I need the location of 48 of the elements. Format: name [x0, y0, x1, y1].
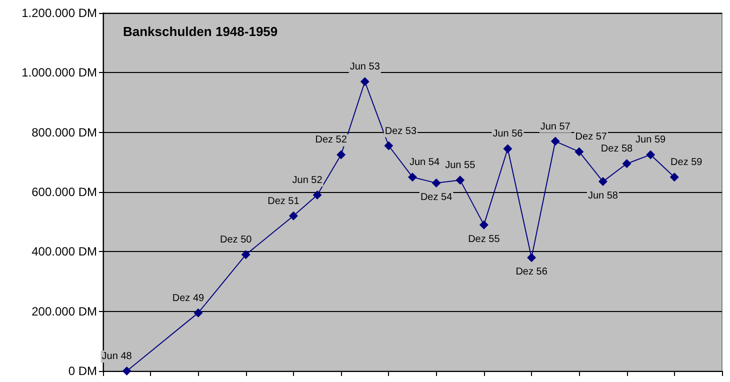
point	[622, 159, 632, 168]
point	[646, 150, 656, 160]
y-tick-label: 800.000 DM	[32, 125, 97, 140]
data-label: Jun 53	[350, 62, 380, 73]
point	[241, 250, 250, 260]
point	[432, 178, 441, 188]
data-label: Dez 57	[575, 132, 608, 143]
data-label: Dez 49	[172, 292, 205, 304]
y-tick-label: 200.000 DM	[32, 304, 97, 318]
y-tick-label: 0 DM	[68, 364, 97, 378]
point	[598, 177, 608, 186]
point	[670, 172, 679, 182]
point	[288, 211, 298, 220]
point	[503, 144, 512, 154]
data-label: Jun 57	[540, 121, 571, 132]
point	[122, 366, 132, 376]
data-label: Dez 50	[220, 234, 252, 246]
y-tick-label: 400.000 DM	[32, 244, 97, 259]
data-label: Dez 53	[384, 126, 417, 137]
data-label: Dez 58	[600, 144, 634, 155]
data-label: Dez 56	[516, 266, 548, 278]
data-label: Dez 59	[670, 157, 703, 168]
data-label: Dez 55	[468, 234, 500, 245]
point	[479, 220, 488, 230]
data-label: Jun 58	[588, 190, 618, 202]
point	[312, 190, 322, 200]
data-label: Dez 52	[315, 134, 348, 146]
point	[456, 176, 465, 185]
point	[550, 136, 560, 146]
point	[194, 308, 203, 318]
data-label: Dez 51	[268, 196, 300, 207]
data-label: Jun 56	[492, 128, 524, 140]
point	[384, 141, 394, 150]
y-tick-label: 1.000.000 DM	[22, 66, 97, 80]
data-label: Jun 54	[409, 157, 440, 168]
data-label: Jun 59	[636, 134, 666, 146]
y-tick-label: 1.200.000 DM	[22, 6, 97, 20]
y-tick-label: 600.000 DM	[32, 185, 97, 199]
point	[336, 150, 346, 160]
point	[360, 77, 370, 86]
data-label: Jun 48	[102, 351, 132, 362]
text: Bankschulden 1948-1959	[123, 24, 278, 39]
point	[527, 253, 536, 262]
data-label: Dez 54	[420, 192, 453, 204]
data-label: Jun 52	[292, 174, 323, 186]
point	[574, 147, 584, 156]
data-label: Jun 55	[445, 160, 476, 172]
point	[408, 172, 417, 182]
